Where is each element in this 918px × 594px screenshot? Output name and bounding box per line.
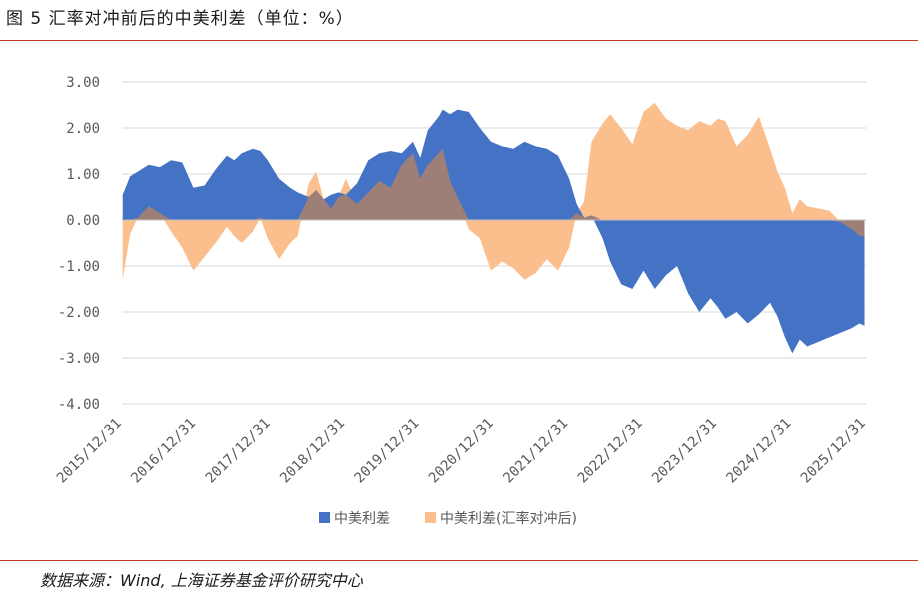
legend-swatch-spread	[319, 512, 330, 523]
x-tick-label: 2025/12/31	[798, 416, 869, 487]
y-axis-tick-labels: 3.00 2.00 1.00 0.00 -1.00 -2.00 -3.00 -4.00	[58, 75, 100, 413]
x-tick-label: 2023/12/31	[649, 416, 720, 487]
x-tick-label: 2017/12/31	[203, 416, 274, 487]
y-tick-label: 2.00	[66, 121, 100, 137]
x-tick-label: 2019/12/31	[352, 416, 423, 487]
y-tick-label: -3.00	[58, 351, 100, 367]
source-note: 数据来源：Wind, 上海证券基金评价研究中心	[40, 571, 363, 590]
x-tick-label: 2016/12/31	[128, 416, 199, 487]
legend-label-hedged-spread: 中美利差(汇率对冲后)	[440, 510, 577, 527]
series-area-hedged-spread	[122, 102, 865, 280]
bottom-divider	[0, 560, 918, 561]
top-divider	[0, 40, 918, 41]
x-tick-label: 2022/12/31	[575, 416, 646, 487]
legend: 中美利差 中美利差(汇率对冲后)	[319, 510, 577, 527]
figure-title: 图 5 汇率对冲前后的中美利差（单位：%）	[6, 9, 354, 29]
y-tick-label: -2.00	[58, 305, 100, 321]
legend-swatch-hedged-spread	[425, 512, 436, 523]
y-tick-label: -1.00	[58, 259, 100, 275]
x-tick-label: 2020/12/31	[426, 416, 497, 487]
legend-label-spread: 中美利差	[334, 511, 390, 527]
y-tick-label: 1.00	[66, 167, 100, 183]
x-tick-label: 2018/12/31	[277, 416, 348, 487]
y-tick-label: 0.00	[66, 213, 100, 229]
x-tick-label: 2021/12/31	[500, 416, 571, 487]
series-area-overlap	[122, 148, 865, 237]
y-tick-label: 3.00	[66, 75, 100, 91]
x-tick-label: 2015/12/31	[54, 416, 125, 487]
x-axis-tick-labels: 2015/12/31 2016/12/31 2017/12/31 2018/12/31…	[54, 416, 869, 487]
x-tick-label: 2024/12/31	[724, 416, 795, 487]
series-area-spread	[122, 109, 865, 354]
series-areas	[122, 102, 865, 354]
y-tick-label: -4.00	[58, 397, 100, 413]
